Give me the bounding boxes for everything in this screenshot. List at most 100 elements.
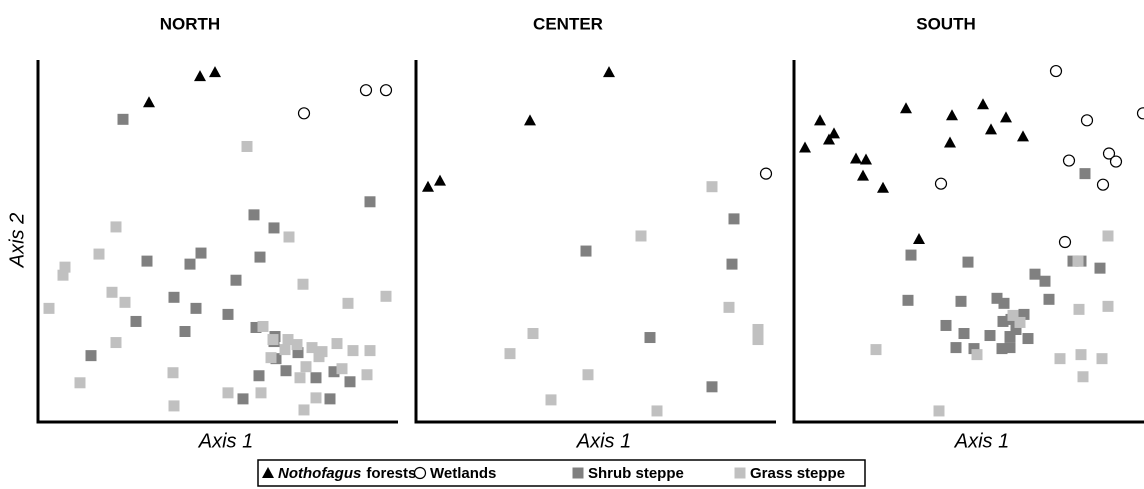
triangle-point	[946, 109, 958, 121]
square-point	[1077, 371, 1089, 383]
square-point	[106, 286, 118, 298]
square-point	[267, 334, 279, 346]
square-point	[254, 251, 266, 263]
square-point	[222, 308, 234, 320]
square-point	[298, 404, 310, 416]
legend-name: forests	[366, 465, 416, 482]
square-point	[950, 342, 962, 354]
square-point	[1004, 342, 1016, 354]
triangle-point	[860, 153, 872, 165]
circle-point	[359, 84, 373, 97]
square-point	[1072, 255, 1084, 267]
circle-point	[1058, 235, 1072, 249]
square-point	[324, 393, 336, 405]
square-point	[331, 338, 343, 350]
square-point	[168, 291, 180, 303]
square-point	[651, 405, 663, 417]
triangle-point	[857, 169, 869, 181]
square-point	[167, 367, 179, 379]
square-point	[248, 209, 260, 221]
square-point	[1010, 323, 1022, 335]
square-point	[141, 255, 153, 267]
square-point	[364, 345, 376, 357]
square-point	[905, 249, 917, 261]
square-point	[1054, 353, 1066, 365]
square-point	[336, 363, 348, 375]
square-point	[1079, 168, 1091, 180]
triangle-point	[877, 181, 889, 193]
square-point	[306, 342, 318, 354]
legend-label: Shrub steppe	[588, 465, 684, 482]
square-point	[328, 366, 340, 378]
square-point	[933, 405, 945, 417]
triangle-point	[434, 174, 446, 186]
legend-name: Wetlands	[430, 465, 496, 482]
square-point	[237, 393, 249, 405]
square-point	[958, 328, 970, 340]
square-point	[1014, 316, 1026, 328]
square-point	[268, 222, 280, 234]
square-point	[1022, 333, 1034, 345]
square-point	[1096, 353, 1108, 365]
legend-symbol	[734, 467, 746, 479]
legend-symbol	[572, 467, 584, 479]
square-point	[250, 321, 262, 333]
circle-point	[297, 107, 311, 120]
square-point	[723, 301, 735, 313]
circle-point	[1049, 64, 1063, 78]
square-point	[971, 349, 983, 361]
triangle-point	[422, 180, 434, 192]
legend-label: Grass steppe	[750, 465, 845, 482]
square-point	[545, 394, 557, 406]
square-point	[1007, 309, 1019, 321]
square-point	[364, 196, 376, 208]
square-point	[504, 348, 516, 360]
square-point	[241, 140, 253, 152]
triangle-point	[799, 141, 811, 153]
triangle-point	[823, 133, 835, 145]
circle-point	[379, 84, 393, 97]
triangle-point	[1017, 130, 1029, 142]
circle-point	[1080, 114, 1094, 127]
square-point	[1029, 268, 1041, 280]
square-point	[991, 292, 1003, 304]
circle-point	[934, 177, 948, 190]
square-point	[955, 295, 967, 307]
square-point	[310, 372, 322, 384]
square-point	[870, 344, 882, 356]
square-point	[635, 230, 647, 242]
square-point	[582, 369, 594, 381]
circle-point	[1136, 107, 1144, 120]
square-point	[1102, 300, 1114, 312]
square-point	[74, 377, 86, 389]
triangle-point	[814, 114, 826, 126]
square-point	[230, 274, 242, 286]
square-point	[347, 345, 359, 357]
square-point	[110, 221, 122, 233]
square-point	[282, 334, 294, 346]
square-point	[297, 278, 309, 290]
triangle-point	[524, 114, 536, 126]
circle-point	[1062, 154, 1076, 167]
square-point	[706, 381, 718, 393]
triangle-point	[977, 98, 989, 110]
triangle-point	[944, 136, 956, 148]
legend-name: Shrub steppe	[588, 465, 684, 482]
square-point	[968, 343, 980, 355]
square-point	[752, 323, 764, 335]
square-point	[998, 297, 1010, 309]
square-point	[344, 376, 356, 388]
square-point	[291, 339, 303, 351]
x-axis-label: Axis 1	[198, 430, 253, 452]
square-point	[283, 231, 295, 243]
square-point	[117, 113, 129, 125]
square-point	[902, 294, 914, 306]
legend-symbol	[413, 466, 427, 480]
square-point	[752, 334, 764, 346]
triangle-point	[194, 70, 206, 82]
square-point	[279, 344, 291, 356]
x-axis-label: Axis 1	[576, 430, 631, 452]
square-point	[179, 326, 191, 337]
square-point	[1094, 262, 1106, 274]
